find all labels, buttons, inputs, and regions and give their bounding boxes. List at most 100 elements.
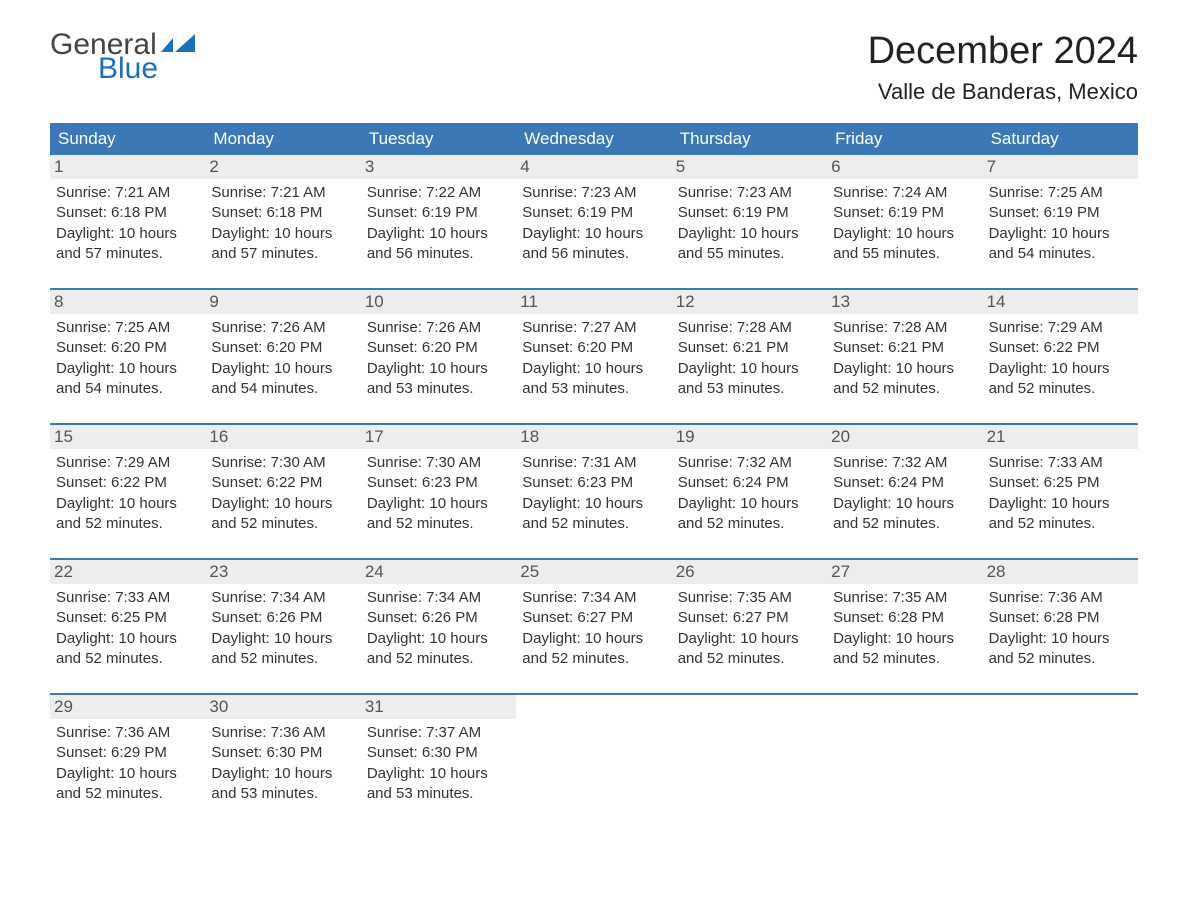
day-detail-line: Daylight: 10 hours xyxy=(367,359,512,379)
day-detail-line: and 54 minutes. xyxy=(56,379,201,399)
day-detail-line: and 52 minutes. xyxy=(678,514,823,534)
day-cell: 13Sunrise: 7:28 AMSunset: 6:21 PMDayligh… xyxy=(827,290,982,403)
day-detail-line: Daylight: 10 hours xyxy=(522,629,667,649)
day-detail: Sunrise: 7:27 AMSunset: 6:20 PMDaylight:… xyxy=(520,318,667,399)
day-detail: Sunrise: 7:34 AMSunset: 6:26 PMDaylight:… xyxy=(365,588,512,669)
day-cell xyxy=(827,695,982,808)
day-detail: Sunrise: 7:30 AMSunset: 6:23 PMDaylight:… xyxy=(365,453,512,534)
month-title: December 2024 xyxy=(868,30,1138,73)
day-cell xyxy=(672,695,827,808)
day-detail-line: and 53 minutes. xyxy=(211,784,356,804)
day-number: 22 xyxy=(50,560,205,584)
day-detail-line: and 57 minutes. xyxy=(211,244,356,264)
day-detail: Sunrise: 7:26 AMSunset: 6:20 PMDaylight:… xyxy=(209,318,356,399)
day-detail-line: Sunset: 6:25 PM xyxy=(989,473,1134,493)
day-cell: 14Sunrise: 7:29 AMSunset: 6:22 PMDayligh… xyxy=(983,290,1138,403)
day-detail-line: Sunrise: 7:29 AM xyxy=(56,453,201,473)
day-detail-line: Daylight: 10 hours xyxy=(833,494,978,514)
day-detail-line: and 52 minutes. xyxy=(833,379,978,399)
day-number: 8 xyxy=(50,290,205,314)
day-detail-line: Daylight: 10 hours xyxy=(989,224,1134,244)
day-detail-line: Sunset: 6:19 PM xyxy=(522,203,667,223)
day-detail-line: and 52 minutes. xyxy=(211,514,356,534)
day-number: 30 xyxy=(205,695,360,719)
day-cell: 8Sunrise: 7:25 AMSunset: 6:20 PMDaylight… xyxy=(50,290,205,403)
day-cell: 6Sunrise: 7:24 AMSunset: 6:19 PMDaylight… xyxy=(827,155,982,268)
day-number: 17 xyxy=(361,425,516,449)
location-title: Valle de Banderas, Mexico xyxy=(868,79,1138,105)
day-detail: Sunrise: 7:30 AMSunset: 6:22 PMDaylight:… xyxy=(209,453,356,534)
day-detail: Sunrise: 7:24 AMSunset: 6:19 PMDaylight:… xyxy=(831,183,978,264)
day-detail-line: and 52 minutes. xyxy=(56,784,201,804)
day-detail-line: Sunrise: 7:35 AM xyxy=(678,588,823,608)
day-detail-line: Sunrise: 7:23 AM xyxy=(522,183,667,203)
day-detail-line: and 53 minutes. xyxy=(367,379,512,399)
day-detail-line: Daylight: 10 hours xyxy=(522,359,667,379)
day-detail-line: Sunrise: 7:28 AM xyxy=(833,318,978,338)
day-cell: 5Sunrise: 7:23 AMSunset: 6:19 PMDaylight… xyxy=(672,155,827,268)
day-number: 26 xyxy=(672,560,827,584)
day-detail: Sunrise: 7:22 AMSunset: 6:19 PMDaylight:… xyxy=(365,183,512,264)
day-detail-line: Sunset: 6:30 PM xyxy=(367,743,512,763)
day-detail: Sunrise: 7:31 AMSunset: 6:23 PMDaylight:… xyxy=(520,453,667,534)
weekday-header: Tuesday xyxy=(361,123,516,155)
day-number: 7 xyxy=(983,155,1138,179)
day-detail-line: Sunset: 6:19 PM xyxy=(367,203,512,223)
day-detail-line: and 53 minutes. xyxy=(678,379,823,399)
day-detail-line: Sunrise: 7:34 AM xyxy=(211,588,356,608)
day-cell: 24 Sunrise: 7:34 AMSunset: 6:26 PMDayligh… xyxy=(361,560,516,673)
day-detail-line: and 52 minutes. xyxy=(367,514,512,534)
day-detail-line: Daylight: 10 hours xyxy=(211,494,356,514)
day-detail: Sunrise: 7:21 AMSunset: 6:18 PMDaylight:… xyxy=(54,183,201,264)
day-detail: Sunrise: 7:25 AMSunset: 6:19 PMDaylight:… xyxy=(987,183,1134,264)
day-number: 15 xyxy=(50,425,205,449)
weekday-header: Friday xyxy=(827,123,982,155)
day-number: 9 xyxy=(205,290,360,314)
day-number: 27 xyxy=(827,560,982,584)
day-cell: 20Sunrise: 7:32 AMSunset: 6:24 PMDayligh… xyxy=(827,425,982,538)
day-detail-line: Sunrise: 7:28 AM xyxy=(678,318,823,338)
day-detail-line: Sunset: 6:20 PM xyxy=(211,338,356,358)
day-number: 5 xyxy=(672,155,827,179)
day-detail-line: Sunset: 6:30 PM xyxy=(211,743,356,763)
day-detail-line: Daylight: 10 hours xyxy=(367,224,512,244)
day-detail: Sunrise: 7:33 AMSunset: 6:25 PMDaylight:… xyxy=(54,588,201,669)
day-detail-line: Sunrise: 7:26 AM xyxy=(367,318,512,338)
logo-blue-text: Blue xyxy=(98,54,195,84)
day-number: 12 xyxy=(672,290,827,314)
day-detail-line: Sunrise: 7:32 AM xyxy=(833,453,978,473)
day-detail-line: Sunrise: 7:29 AM xyxy=(989,318,1134,338)
day-number: 3 xyxy=(361,155,516,179)
day-number: 20 xyxy=(827,425,982,449)
day-cell: 7 Sunrise: 7:25 AMSunset: 6:19 PMDaylight… xyxy=(983,155,1138,268)
day-detail-line: Sunset: 6:19 PM xyxy=(678,203,823,223)
day-detail-line: Sunset: 6:22 PM xyxy=(211,473,356,493)
day-number: 11 xyxy=(516,290,671,314)
title-block: December 2024 Valle de Banderas, Mexico xyxy=(868,30,1138,105)
day-detail: Sunrise: 7:29 AMSunset: 6:22 PMDaylight:… xyxy=(54,453,201,534)
day-detail: Sunrise: 7:37 AMSunset: 6:30 PMDaylight:… xyxy=(365,723,512,804)
day-cell: 23Sunrise: 7:34 AMSunset: 6:26 PMDayligh… xyxy=(205,560,360,673)
day-detail-line: Daylight: 10 hours xyxy=(833,629,978,649)
day-detail-line: and 52 minutes. xyxy=(833,649,978,669)
day-cell: 31Sunrise: 7:37 AMSunset: 6:30 PMDayligh… xyxy=(361,695,516,808)
day-number: 23 xyxy=(205,560,360,584)
day-detail-line: Sunrise: 7:34 AM xyxy=(522,588,667,608)
day-number: 24 xyxy=(361,560,516,584)
day-detail-line: Sunrise: 7:27 AM xyxy=(522,318,667,338)
week-row: 8Sunrise: 7:25 AMSunset: 6:20 PMDaylight… xyxy=(50,288,1138,403)
day-detail-line: Sunrise: 7:22 AM xyxy=(367,183,512,203)
day-detail-line: and 52 minutes. xyxy=(989,649,1134,669)
day-number: 14 xyxy=(983,290,1138,314)
day-detail-line: Sunrise: 7:36 AM xyxy=(56,723,201,743)
day-number: 16 xyxy=(205,425,360,449)
day-number: 13 xyxy=(827,290,982,314)
day-detail-line: Sunrise: 7:36 AM xyxy=(211,723,356,743)
day-detail-line: Daylight: 10 hours xyxy=(367,764,512,784)
day-detail-line: and 52 minutes. xyxy=(522,649,667,669)
day-detail-line: Sunset: 6:20 PM xyxy=(56,338,201,358)
day-detail: Sunrise: 7:36 AMSunset: 6:28 PMDaylight:… xyxy=(987,588,1134,669)
day-detail-line: Sunset: 6:25 PM xyxy=(56,608,201,628)
day-detail: Sunrise: 7:32 AMSunset: 6:24 PMDaylight:… xyxy=(676,453,823,534)
day-detail-line: Daylight: 10 hours xyxy=(833,359,978,379)
